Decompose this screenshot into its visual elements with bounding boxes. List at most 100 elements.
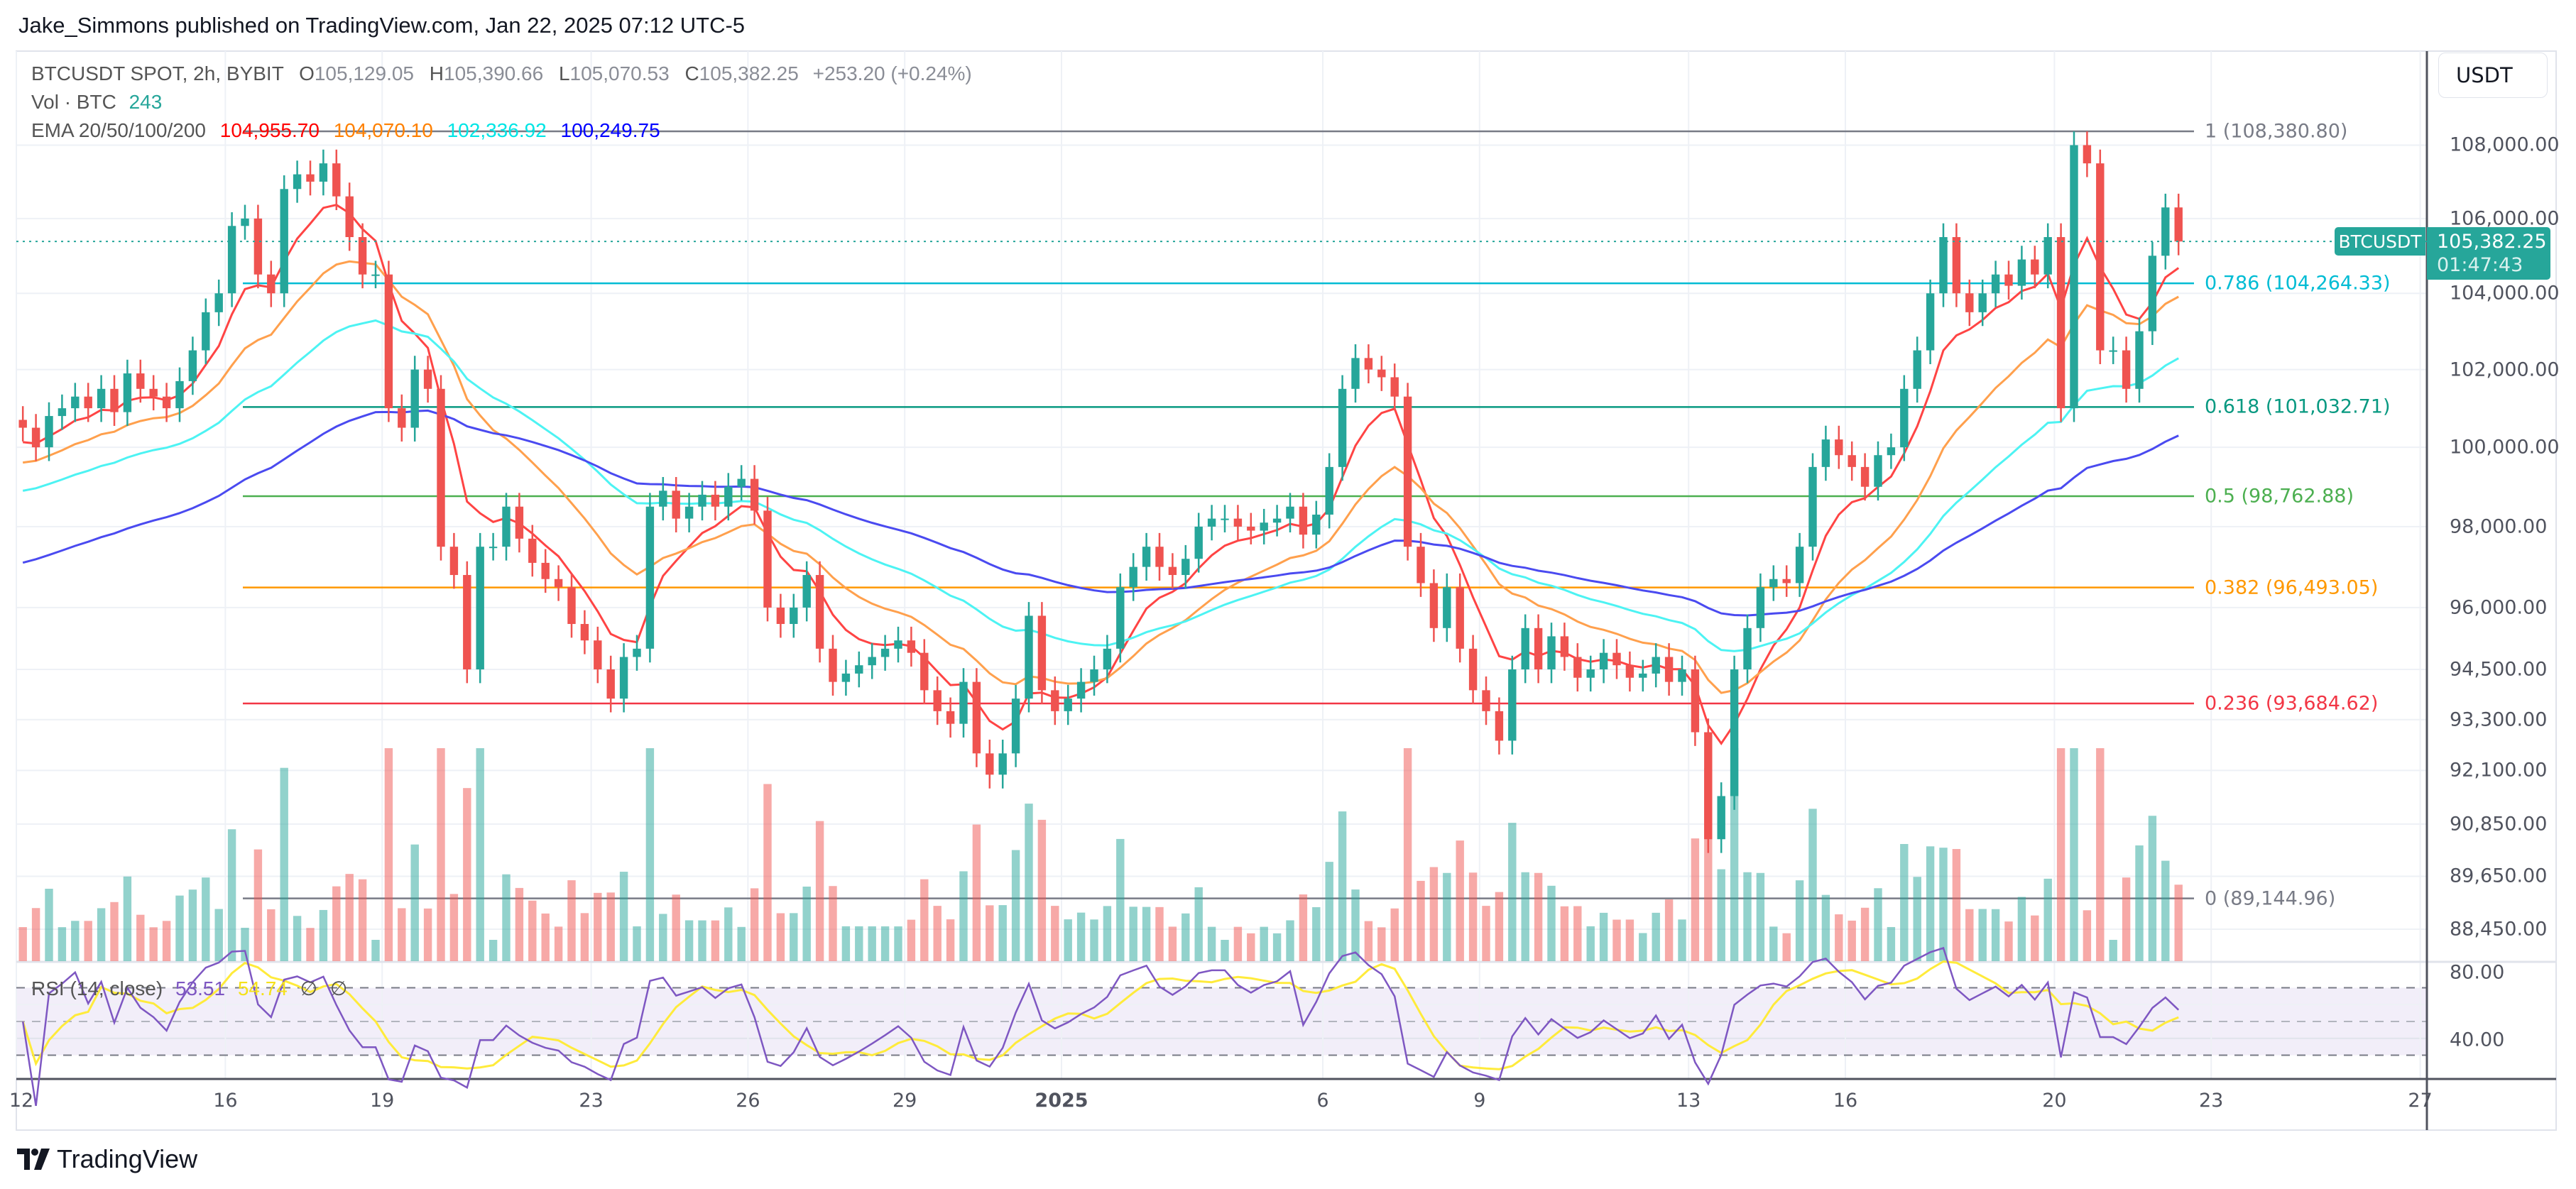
volume-bar — [97, 908, 106, 961]
candle — [894, 626, 902, 663]
volume-bar — [698, 920, 706, 961]
candle — [998, 740, 1007, 789]
candle — [829, 635, 837, 696]
volume-bar — [1652, 912, 1660, 961]
volume-bar — [2109, 940, 2117, 961]
rsi-extra-1: ∅ — [300, 977, 318, 999]
candle — [188, 336, 197, 395]
rsi-legend[interactable]: RSI (14, close) 53.51 54.74 ∅ ∅ — [31, 977, 347, 1000]
fib-label-1: 1 (108,380.80) — [2205, 120, 2348, 143]
candle-body — [1037, 615, 1047, 691]
candle — [1848, 441, 1856, 481]
candle-body — [1730, 669, 1739, 796]
candle — [1900, 375, 1909, 461]
candle — [1286, 493, 1294, 532]
candle-body — [489, 547, 498, 549]
candle — [1769, 565, 1778, 601]
volume-bar — [384, 748, 393, 961]
candle-body — [580, 624, 589, 641]
candle — [2174, 193, 2183, 256]
volume-bar — [280, 767, 288, 961]
volume-bar — [1233, 926, 1243, 961]
candle-body — [1233, 518, 1243, 527]
volume-bar — [1835, 914, 1843, 961]
candle-body — [1599, 652, 1608, 670]
candle-body — [1011, 698, 1020, 754]
volume-bar — [1103, 906, 1112, 961]
candle-body — [1247, 526, 1255, 531]
volume-bar — [1874, 888, 1882, 961]
candle-body — [724, 486, 733, 507]
candle — [1443, 573, 1451, 642]
candle — [933, 676, 942, 725]
candle-body — [1835, 439, 1843, 456]
volume-bar — [58, 927, 67, 961]
candle — [136, 359, 145, 403]
candle-body — [1364, 358, 1373, 370]
ema50-line — [22, 260, 2179, 694]
candle-body — [1417, 547, 1425, 583]
volume-bar — [1495, 892, 1504, 961]
volume-bar — [606, 892, 615, 961]
candle — [175, 367, 184, 422]
candle — [763, 497, 772, 622]
candle-body — [345, 196, 354, 238]
candle — [1417, 532, 1425, 597]
candle-body — [71, 396, 80, 409]
candle — [1194, 513, 1203, 573]
candle — [1717, 782, 1725, 853]
volume-bar — [1991, 909, 2000, 961]
candle-body — [384, 274, 393, 409]
candle-body — [750, 478, 759, 511]
volume-bar — [1194, 887, 1203, 961]
volume-bar — [1704, 768, 1713, 961]
ema-legend[interactable]: EMA 20/50/100/200 104,955.70 104,070.10 … — [31, 119, 660, 142]
volume-bar — [1769, 926, 1778, 961]
volume-bar — [790, 913, 798, 961]
candle — [1547, 623, 1556, 684]
tradingview-logo[interactable]: TradingView — [17, 1144, 197, 1174]
candle-body — [1913, 350, 1921, 389]
fib-label-0236: 0.236 (93,684.62) — [2205, 692, 2379, 715]
candle-body — [2070, 145, 2078, 409]
last-price-tag: 105,382.25 01:47:43 — [2427, 227, 2550, 280]
currency-button[interactable]: USDT — [2438, 53, 2548, 98]
volume-bar — [1011, 850, 1020, 961]
volume-bar — [763, 784, 772, 961]
candle-body — [645, 506, 655, 649]
candle-body — [2122, 350, 2131, 389]
volume-bar — [1390, 908, 1399, 961]
candle-body — [45, 416, 53, 448]
candle-body — [31, 427, 40, 448]
candle-body — [1821, 439, 1830, 467]
candle — [554, 565, 563, 601]
volume-bar — [1064, 919, 1072, 961]
volume-bar — [2096, 748, 2105, 961]
candle-body — [2043, 237, 2052, 275]
volume-bar — [45, 889, 53, 961]
volume-bar — [1272, 933, 1282, 961]
publisher-line: Jake_Simmons published on TradingView.co… — [18, 13, 746, 38]
candle — [1482, 676, 1490, 725]
candle-body — [528, 538, 537, 563]
candle-body — [2017, 259, 2026, 286]
candle-body — [410, 369, 419, 428]
candle — [1299, 493, 1308, 549]
volume-bar — [1037, 819, 1047, 961]
volume-bar — [1664, 899, 1674, 961]
candle-body — [97, 388, 106, 409]
candle-body — [1678, 669, 1686, 682]
volume-legend[interactable]: Vol · BTC 243 — [31, 91, 162, 114]
volume-bar — [567, 880, 576, 961]
candle — [1887, 433, 1896, 469]
candle-body — [358, 237, 367, 275]
candle-body — [1860, 466, 1870, 487]
rsi-ma-value: 54.74 — [237, 977, 288, 999]
candle-body — [1939, 237, 1948, 294]
symbol-name[interactable]: BTCUSDT SPOT, 2h, BYBIT — [31, 62, 284, 84]
volume-bar — [2122, 877, 2131, 961]
candle — [306, 160, 315, 196]
volume-bar — [2083, 910, 2092, 961]
rsi-ma-line — [21, 960, 2179, 1070]
